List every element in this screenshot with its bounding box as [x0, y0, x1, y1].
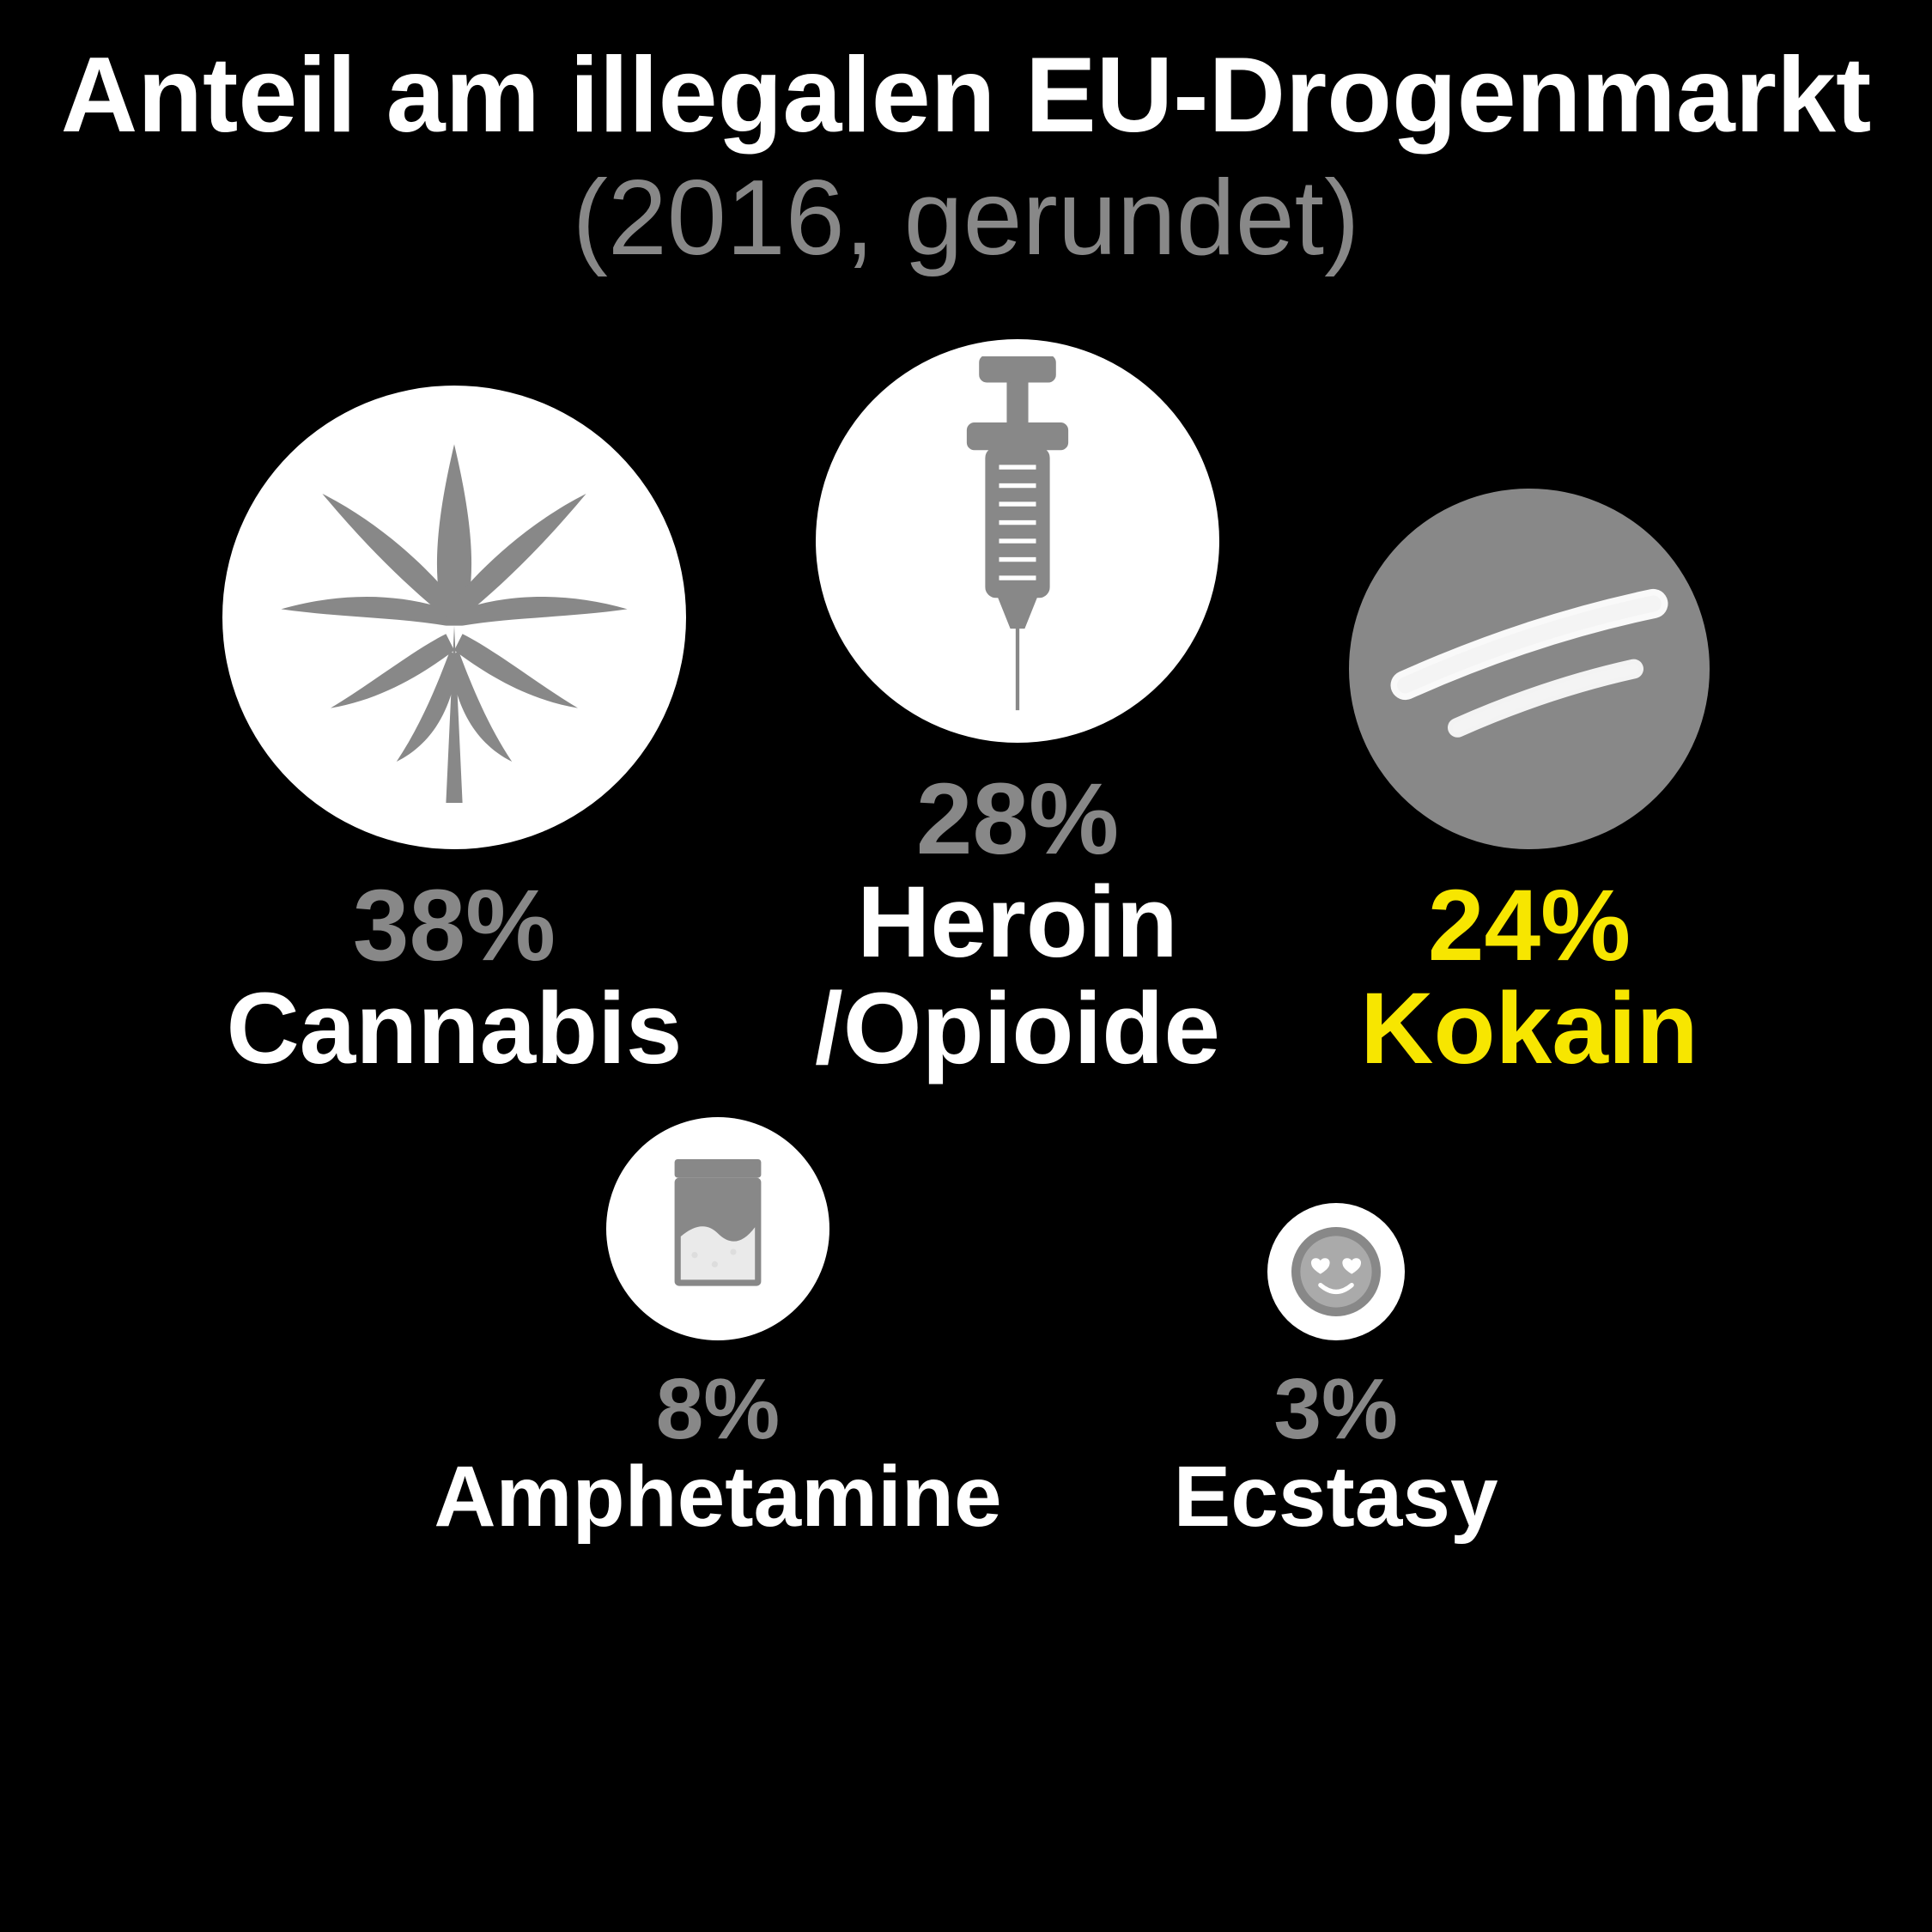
pct-ecstasy: 3%: [1273, 1366, 1398, 1452]
cannabis-leaf-icon: [248, 411, 660, 823]
title-main: Anteil am illegalen EU-Drogenmarkt: [61, 36, 1871, 155]
powder-bag-icon: [641, 1143, 795, 1315]
syringe-icon: [854, 356, 1181, 726]
pill-heart-eyes-icon: [1280, 1216, 1392, 1327]
row-1: 38% Cannabis: [0, 339, 1932, 1083]
item-amphetamine: 8% Amphetamine: [434, 1117, 1001, 1542]
circle-heroin: [816, 339, 1219, 743]
circle-kokain: [1349, 489, 1710, 849]
title-sub: (2016, gerundet): [573, 159, 1360, 277]
cocaine-lines-icon: [1366, 506, 1692, 832]
pct-amphetamine: 8%: [656, 1366, 781, 1452]
label-amphetamine: Amphetamine: [434, 1452, 1001, 1542]
pct-kokain: 24%: [1428, 875, 1631, 976]
label-cannabis: Cannabis: [226, 976, 682, 1083]
circle-cannabis: [222, 386, 686, 849]
item-ecstasy: 3% Ecstasy: [1174, 1203, 1498, 1542]
label-heroin-line1: Heroin: [857, 866, 1178, 979]
item-kokain: 24% Kokain: [1349, 489, 1710, 1083]
label-kokain: Kokain: [1360, 976, 1698, 1083]
label-heroin-line2: /Opioide: [815, 972, 1220, 1085]
row-2: 8% Amphetamine 3% Ecstasy: [0, 1117, 1932, 1542]
label-ecstasy: Ecstasy: [1174, 1452, 1498, 1542]
page-title: Anteil am illegalen EU-Drogenmarkt (2016…: [0, 0, 1932, 279]
circle-amphetamine: [606, 1117, 829, 1340]
circle-ecstasy: [1267, 1203, 1405, 1340]
item-cannabis: 38% Cannabis: [222, 386, 686, 1083]
item-heroin: 28% Heroin /Opioide: [815, 339, 1220, 1083]
pct-heroin: 28%: [916, 769, 1119, 870]
label-heroin: Heroin /Opioide: [815, 870, 1220, 1083]
pct-cannabis: 38%: [353, 875, 556, 976]
